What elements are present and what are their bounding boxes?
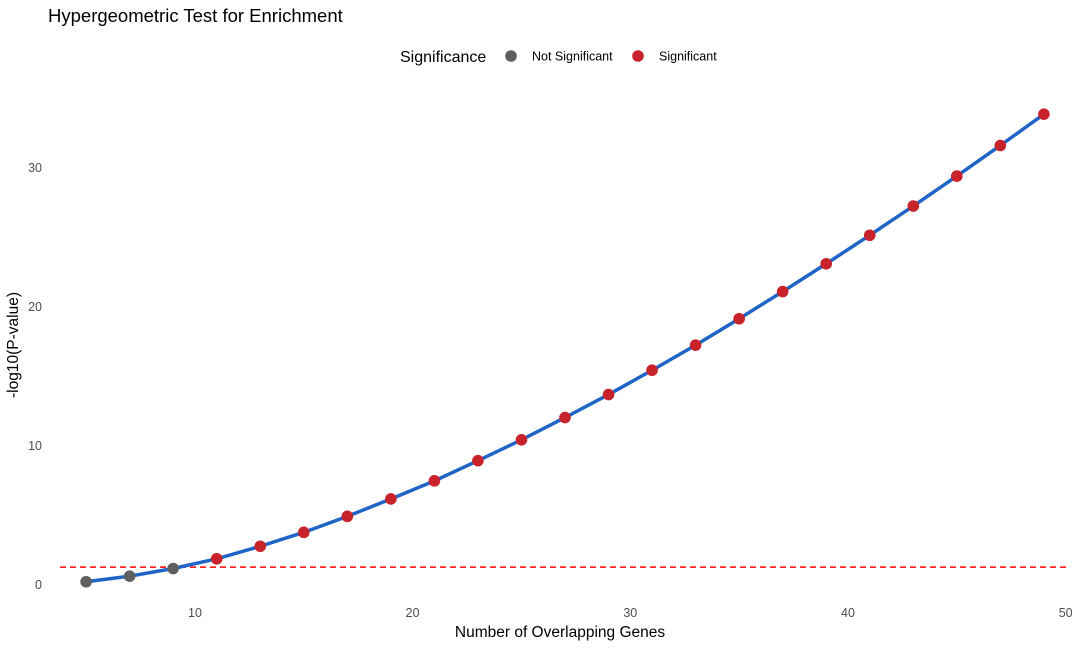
data-point	[820, 257, 833, 270]
x-axis-label: Number of Overlapping Genes	[455, 624, 665, 641]
data-point	[689, 339, 702, 351]
data-point	[297, 526, 310, 539]
legend-label: Significant	[659, 50, 717, 64]
legend-entry: Significant	[632, 50, 717, 64]
legend-key	[632, 50, 644, 62]
data-point	[646, 364, 658, 377]
legend-key	[505, 50, 517, 62]
series-line	[84, 112, 1046, 584]
legend-entry: Not Significant	[505, 50, 613, 64]
data-point	[776, 285, 789, 298]
y-tick-label: 30	[28, 161, 42, 175]
x-tick-label: 40	[841, 606, 855, 620]
data-point	[515, 434, 528, 446]
x-tick-label: 20	[406, 606, 420, 620]
data-point	[602, 388, 615, 401]
data-point	[472, 454, 484, 467]
legend-entries: Not Significant Significant	[505, 50, 717, 64]
x-tick-label: 30	[623, 606, 637, 620]
data-points	[80, 108, 1050, 588]
data-point	[341, 510, 354, 523]
legend-title: Significance	[400, 49, 486, 66]
data-point	[994, 139, 1007, 152]
data-point	[907, 200, 920, 212]
x-tick-label: 50	[1059, 606, 1073, 620]
chart-title: Hypergeometric Test for Enrichment	[48, 5, 343, 26]
data-point	[733, 312, 745, 325]
data-point	[951, 170, 963, 182]
legend: Significance Not Significant Significant	[400, 49, 717, 66]
x-tick-label: 10	[188, 606, 202, 620]
y-tick-label: 20	[28, 300, 42, 314]
data-point	[385, 493, 397, 505]
data-point	[80, 575, 92, 588]
data-point	[863, 229, 876, 242]
data-point	[210, 552, 223, 565]
data-point	[167, 562, 179, 575]
data-point	[123, 570, 136, 582]
data-point	[559, 411, 571, 424]
data-point	[254, 540, 267, 553]
y-axis-label: -log10(P-value)	[5, 292, 22, 398]
y-tick-label: 10	[28, 439, 42, 453]
legend-label: Not Significant	[532, 50, 613, 64]
y-axis-ticks: 0 10 20 30	[28, 161, 42, 592]
y-tick-label: 0	[35, 578, 42, 592]
x-axis-ticks: 10 20 30 40 50	[188, 606, 1073, 620]
data-point	[1038, 108, 1050, 120]
plot-area: 0 10 20 30 10 20 30 40 50	[28, 108, 1073, 620]
data-point	[428, 475, 441, 487]
